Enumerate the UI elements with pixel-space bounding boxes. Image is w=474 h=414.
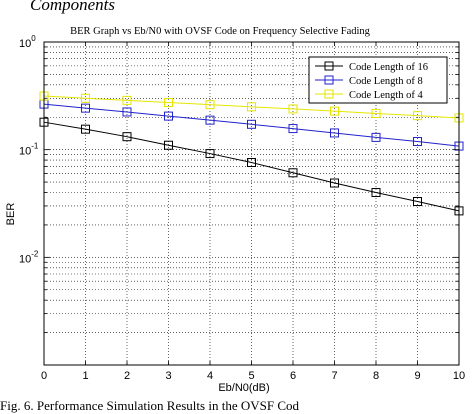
data-point-marker [247, 102, 256, 112]
x-tick-label: 9 [414, 370, 420, 382]
data-point-marker [122, 132, 132, 142]
series-markers [39, 91, 464, 216]
figure-caption-fragment: Fig. 6. Performance Simulation Results i… [0, 398, 299, 413]
legend-swatch-marker [324, 61, 334, 71]
legend: Code Length of 16 Code Length of 8 Code Le… [308, 56, 448, 104]
data-point-marker [205, 115, 215, 125]
data-point-marker [81, 93, 90, 103]
data-point-marker [122, 107, 132, 117]
data-point-marker [288, 168, 298, 178]
y-tick-label: 10-1 [19, 142, 39, 158]
data-point-marker [164, 111, 173, 121]
data-point-marker [247, 119, 256, 129]
data-point-marker [288, 104, 298, 114]
x-tick-label: 5 [248, 370, 254, 382]
series-line-2 [43, 103, 460, 147]
data-point-marker [330, 106, 339, 116]
data-point-marker [205, 100, 215, 110]
x-tick-label: 6 [290, 370, 296, 382]
data-point-marker [330, 128, 339, 138]
y-tick-exponent: -1 [31, 142, 39, 151]
legend-swatch-marker [324, 89, 334, 99]
y-tick-base: 10 [19, 253, 31, 265]
data-point-marker [371, 108, 381, 118]
data-point-marker [413, 137, 422, 147]
data-point-marker [413, 111, 422, 121]
data-point-marker [330, 178, 339, 188]
data-point-marker [247, 157, 256, 167]
y-tick-label: 100 [19, 34, 36, 50]
legend-entry-label: Code Length of 16 [349, 62, 428, 73]
x-tick-label: 10 [453, 370, 465, 382]
section-header-fragment: Components [30, 0, 115, 14]
x-tick-label: 3 [165, 370, 171, 382]
y-tick-label: 10-2 [19, 249, 39, 265]
chart-title: BER Graph vs Eb/N0 with OVSF Code on Fre… [70, 26, 371, 37]
x-tick-label: 8 [373, 370, 379, 382]
y-axis-label: BER [5, 203, 17, 226]
x-axis-label: Eb/N0(dB) [218, 382, 269, 394]
x-tick-label: 0 [41, 370, 47, 382]
data-point-marker [371, 188, 381, 198]
x-tick-label: 2 [124, 370, 130, 382]
data-point-marker [205, 149, 215, 159]
data-point-marker [413, 197, 422, 207]
data-point-marker [371, 132, 381, 142]
data-point-marker [164, 140, 173, 150]
y-tick-base: 10 [19, 38, 31, 50]
data-point-marker [122, 95, 132, 105]
data-point-marker [81, 124, 90, 134]
data-point-marker [288, 124, 298, 134]
y-tick-exponent: 0 [31, 34, 36, 43]
x-tick-label: 7 [331, 370, 337, 382]
x-tick-label: 4 [207, 370, 213, 382]
data-point-marker [164, 98, 173, 108]
series-line-1 [43, 121, 460, 212]
y-tick-base: 10 [19, 146, 31, 158]
y-tick-exponent: -2 [31, 249, 39, 258]
series-line-3 [43, 95, 460, 119]
data-point-marker [81, 103, 90, 113]
legend-entry-label: Code Length of 8 [349, 76, 423, 87]
series-lines [43, 95, 460, 212]
legend-swatch-marker [324, 75, 334, 85]
x-tick-label: 1 [82, 370, 88, 382]
legend-entry-label: Code Length of 4 [349, 90, 424, 101]
